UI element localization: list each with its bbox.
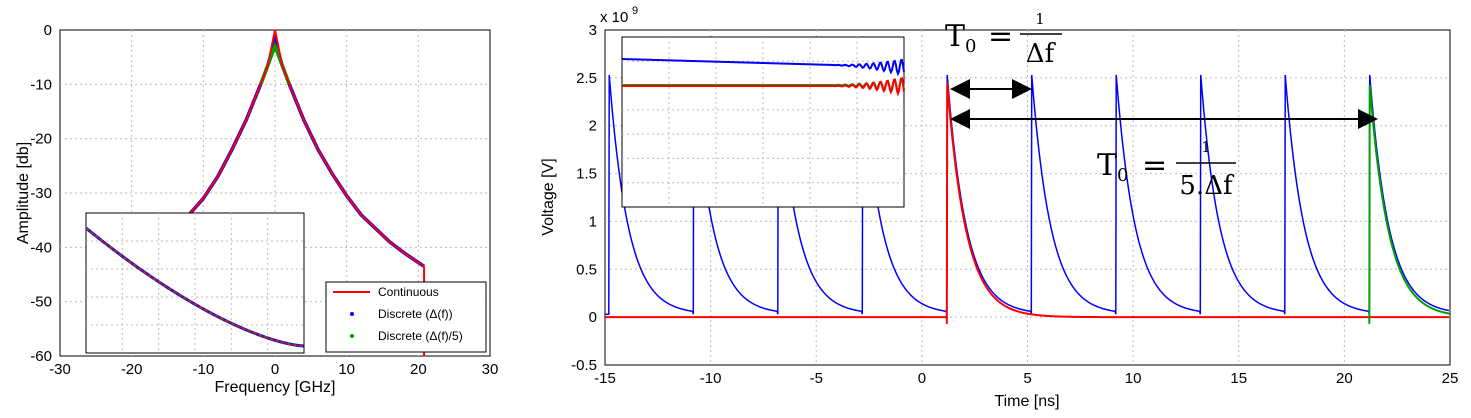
- right-series-blue-pulse-train: [605, 74, 1450, 316]
- right-series: [605, 74, 1451, 324]
- left-xtick-label: 30: [482, 361, 499, 378]
- right-xtick-label: -10: [700, 370, 722, 387]
- left-inset-series: [85, 226, 305, 348]
- legend-label-discrete-df: Discrete (Δ(f)): [378, 307, 453, 321]
- left-ytick-label: -60: [30, 348, 52, 365]
- right-y-multiplier-exp: 9: [632, 5, 638, 17]
- annot2-den: 5.Δf: [1179, 171, 1235, 201]
- annot2-eq: =: [1142, 148, 1167, 183]
- left-ytick-label: -40: [30, 239, 52, 256]
- left-legend: Continuous Discrete (Δ(f)) Discrete (Δ(f…: [325, 281, 487, 353]
- annot2-t: T: [1097, 148, 1117, 183]
- left-xtick-label: -10: [192, 361, 214, 378]
- annot2-num: 1: [1201, 138, 1211, 156]
- left-inset: [85, 212, 305, 354]
- right-inset-curve-red: [622, 77, 905, 97]
- left-ticks: -30 -20 -10 0 10 20 30 0 -10 -20 -30 -40 -50 -60: [30, 22, 498, 378]
- right-ytick-label: 1: [589, 213, 597, 230]
- right-xtick-label: -5: [810, 370, 823, 387]
- right-ytick-label: 0.5: [576, 261, 597, 278]
- annot1-num: 1: [1035, 10, 1045, 28]
- annot2-sub: 0: [1117, 165, 1128, 186]
- left-ylabel: Amplitude [db]: [15, 142, 32, 244]
- right-xtick-label: 5: [1023, 370, 1031, 387]
- legend-label-discrete-df5: Discrete (Δ(f)/5): [378, 329, 463, 343]
- right-ylabel: Voltage [V]: [540, 158, 557, 235]
- right-xtick-label: 25: [1442, 370, 1459, 387]
- legend-swatch-discrete-df5: [350, 334, 354, 338]
- annot1-sub: 0: [965, 36, 976, 57]
- right-ytick-label: 2: [589, 118, 597, 135]
- annotation-t0-long-period: T 0 = 1 5.Δf: [1097, 138, 1236, 201]
- left-ytick-label: -20: [30, 131, 52, 148]
- right-xtick-label: 20: [1336, 370, 1353, 387]
- left-ytick-label: -50: [30, 294, 52, 311]
- left-xtick-label: -30: [49, 361, 71, 378]
- annot1-den: Δf: [1026, 39, 1057, 69]
- right-xtick-label: 15: [1230, 370, 1247, 387]
- left-ytick-label: 0: [44, 22, 52, 39]
- right-inset-series: [621, 58, 905, 97]
- right-ytick-label: 2.5: [576, 70, 597, 87]
- left-chart: -30 -20 -10 0 10 20 30 0 -10 -20 -30 -40 -50 -60 Cont…: [15, 22, 498, 396]
- legend-swatch-discrete-df: [350, 312, 354, 316]
- legend-label-continuous: Continuous: [378, 285, 439, 299]
- left-inset-curve-red: [85, 227, 305, 347]
- right-ytick-label: 0: [589, 309, 597, 326]
- right-inset-curve-blue: [621, 58, 905, 77]
- right-series-red-pulse: [605, 82, 1449, 324]
- annot1-eq: =: [988, 19, 1013, 54]
- right-xtick-label: -15: [594, 370, 616, 387]
- right-y-multiplier: x 10: [600, 9, 628, 26]
- right-inset: [621, 36, 905, 208]
- left-ytick-label: -10: [30, 76, 52, 93]
- annotation-t0-period: T 0 = 1 Δf: [945, 10, 1062, 69]
- right-xlabel: Time [ns]: [994, 393, 1059, 410]
- left-xtick-label: 10: [338, 361, 355, 378]
- right-xtick-label: 0: [918, 370, 926, 387]
- left-xtick-label: -20: [121, 361, 143, 378]
- left-xtick-label: 20: [410, 361, 427, 378]
- left-xlabel: Frequency [GHz]: [215, 379, 336, 396]
- right-ytick-label: 1.5: [576, 166, 597, 183]
- right-ytick-label: 3: [589, 22, 597, 39]
- right-series-green-pulse: [1368, 84, 1451, 324]
- right-xtick-label: 10: [1125, 370, 1142, 387]
- legend-box: [325, 281, 487, 353]
- annot1-t: T: [945, 19, 965, 54]
- left-series-continuous: [188, 29, 425, 268]
- left-ytick-label: -30: [30, 185, 52, 202]
- left-xtick-label: 0: [271, 361, 279, 378]
- right-ytick-label: -0.5: [571, 357, 597, 374]
